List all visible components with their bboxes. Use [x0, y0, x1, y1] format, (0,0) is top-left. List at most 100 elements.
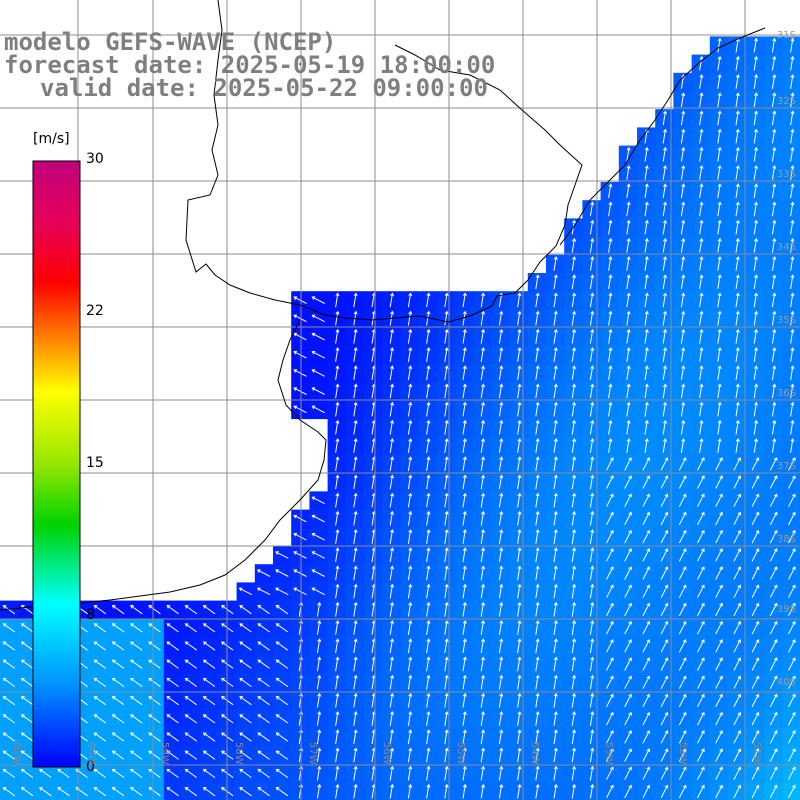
- wind-arrow: [571, 493, 575, 508]
- wind-arrow: [699, 329, 703, 344]
- wind-arrow-head: [2, 623, 7, 627]
- wind-arrow-head: [735, 165, 740, 169]
- wind-arrow-head: [444, 529, 449, 533]
- wind-arrow: [715, 457, 723, 471]
- wind-arrow-head: [772, 74, 777, 78]
- wind-arrow: [498, 366, 503, 381]
- wind-arrow: [751, 621, 759, 635]
- wind-arrow-head: [444, 601, 449, 606]
- wind-arrow: [680, 438, 685, 453]
- wind-arrow-head: [444, 547, 449, 552]
- wind-arrow-head: [317, 638, 322, 643]
- wind-arrow: [735, 56, 739, 71]
- wind-arrow-head: [353, 401, 358, 406]
- wind-arrow: [608, 438, 612, 453]
- wind-arrow-head: [701, 584, 705, 589]
- wind-arrow: [733, 566, 741, 580]
- wind-arrow-head: [517, 419, 522, 424]
- wind-arrow: [606, 621, 614, 635]
- wind-arrow: [680, 366, 685, 381]
- wind-arrow: [553, 347, 557, 362]
- wind-arrow-head: [553, 474, 558, 479]
- wind-arrow-head: [755, 529, 760, 534]
- wind-arrow: [699, 165, 703, 180]
- wind-arrow: [571, 566, 575, 581]
- wind-arrow: [788, 621, 796, 635]
- wind-arrow: [680, 111, 685, 126]
- wind-arrow-head: [590, 347, 595, 351]
- wind-arrow-head: [735, 92, 740, 97]
- wind-arrow-head: [590, 328, 595, 333]
- wind-arrow: [771, 184, 776, 199]
- wind-arrow-head: [699, 165, 704, 169]
- wind-arrow: [790, 184, 794, 199]
- wind-arrow: [444, 493, 448, 508]
- wind-arrow-head: [499, 456, 504, 461]
- wind-arrow-head: [335, 401, 340, 406]
- wind-arrow: [662, 256, 666, 271]
- wind-arrow: [660, 530, 668, 544]
- wind-arrow: [735, 238, 739, 253]
- wind-arrow-head: [553, 310, 558, 315]
- wind-arrow-head: [481, 601, 486, 606]
- wind-arrow-head: [754, 55, 759, 60]
- wind-arrow-head: [681, 310, 686, 315]
- wind-arrow-head: [462, 547, 467, 552]
- wind-arrow-head: [681, 401, 686, 406]
- wind-arrow-head: [755, 511, 760, 516]
- wind-arrow: [407, 493, 412, 508]
- wind-arrow: [662, 366, 666, 381]
- wind-arrow: [660, 566, 668, 580]
- wind-arrow-head: [663, 383, 668, 388]
- wind-arrow: [389, 584, 393, 599]
- wind-arrow-head: [754, 401, 759, 406]
- wind-arrow-head: [699, 365, 704, 370]
- wind-arrow-head: [390, 383, 395, 388]
- wind-arrow-head: [754, 201, 759, 206]
- wind-arrow-head: [755, 584, 760, 589]
- wind-arrow-head: [737, 548, 742, 552]
- wind-arrow-head: [426, 347, 431, 351]
- wind-arrow-head: [311, 350, 316, 355]
- wind-arrow: [717, 184, 721, 199]
- latitude-label: 34S: [776, 242, 796, 253]
- wind-arrow-head: [408, 620, 413, 624]
- wind-arrow: [662, 147, 666, 162]
- wind-arrow-head: [701, 602, 705, 607]
- wind-arrow-head: [426, 383, 431, 388]
- wind-arrow: [407, 311, 412, 326]
- wind-arrow: [335, 311, 339, 326]
- wind-arrow: [498, 584, 503, 599]
- wind-arrow-head: [408, 583, 413, 588]
- wind-arrow-head: [790, 165, 795, 169]
- wind-arrow-head: [701, 475, 705, 480]
- wind-arrow: [735, 111, 739, 126]
- wind-arrow: [426, 293, 430, 308]
- wind-arrow: [753, 293, 757, 308]
- wind-arrow-head: [773, 529, 778, 534]
- wind-arrow-head: [462, 328, 467, 333]
- wind-arrow-head: [499, 419, 504, 424]
- wind-arrow-head: [772, 365, 777, 370]
- wind-arrow-head: [353, 565, 358, 570]
- wind-arrow-head: [664, 566, 669, 571]
- wind-arrow: [21, 623, 34, 633]
- wind-arrow: [715, 548, 723, 562]
- wind-arrow-head: [737, 584, 742, 589]
- wind-arrow: [608, 402, 612, 417]
- wind-arrow: [790, 38, 794, 53]
- wind-arrow-head: [608, 274, 613, 279]
- wind-arrow: [680, 129, 685, 144]
- wind-arrow: [699, 275, 703, 290]
- wind-arrow-head: [481, 529, 486, 533]
- wind-arrow: [426, 329, 430, 344]
- wind-arrow: [753, 129, 757, 144]
- wind-arrow: [21, 641, 34, 651]
- wind-arrow: [371, 402, 375, 417]
- wind-arrow-head: [790, 365, 795, 370]
- wind-arrow-head: [408, 365, 413, 370]
- wind-arrow: [571, 256, 575, 271]
- wind-arrow: [790, 74, 794, 89]
- wind-arrow: [753, 184, 757, 199]
- wind-arrow-head: [717, 55, 722, 60]
